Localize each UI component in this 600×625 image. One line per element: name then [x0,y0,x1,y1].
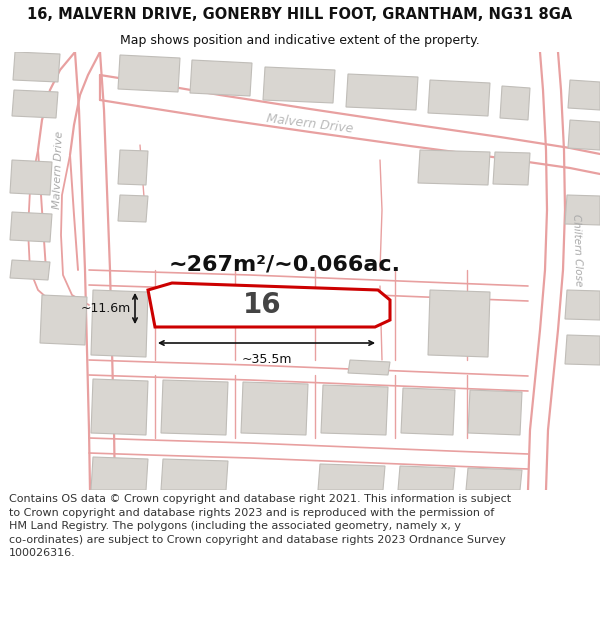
Polygon shape [190,60,252,96]
Polygon shape [401,388,455,435]
Polygon shape [321,385,388,435]
Polygon shape [500,86,530,120]
Polygon shape [118,195,148,222]
Text: ~35.5m: ~35.5m [241,353,292,366]
Polygon shape [565,195,600,225]
Polygon shape [13,52,60,82]
Polygon shape [346,74,418,110]
Polygon shape [118,150,148,185]
Polygon shape [161,380,228,435]
Polygon shape [568,120,600,150]
Polygon shape [10,160,52,195]
Polygon shape [565,290,600,320]
Text: Malvern Drive: Malvern Drive [52,131,64,209]
Polygon shape [40,295,87,345]
Text: Chiltern Close: Chiltern Close [571,214,583,286]
Polygon shape [263,67,335,103]
Text: ~11.6m: ~11.6m [81,302,131,315]
Text: Malvern Drive: Malvern Drive [266,112,354,136]
Text: 16: 16 [243,291,282,319]
Polygon shape [568,80,600,110]
Polygon shape [398,466,455,490]
Polygon shape [91,379,148,435]
Polygon shape [348,360,390,375]
Text: Contains OS data © Crown copyright and database right 2021. This information is : Contains OS data © Crown copyright and d… [9,494,511,559]
Polygon shape [565,335,600,365]
Polygon shape [91,457,148,490]
Polygon shape [428,290,490,357]
Polygon shape [468,390,522,435]
Polygon shape [148,283,390,327]
Text: ~267m²/~0.066ac.: ~267m²/~0.066ac. [169,255,401,275]
Text: Map shows position and indicative extent of the property.: Map shows position and indicative extent… [120,34,480,47]
Polygon shape [493,152,530,185]
Polygon shape [91,290,148,357]
Polygon shape [241,382,308,435]
Polygon shape [318,464,385,490]
Polygon shape [118,55,180,92]
Polygon shape [466,468,522,490]
Polygon shape [161,459,228,490]
Polygon shape [12,90,58,118]
Polygon shape [10,260,50,280]
Polygon shape [10,212,52,242]
Polygon shape [428,80,490,116]
Polygon shape [418,150,490,185]
Text: 16, MALVERN DRIVE, GONERBY HILL FOOT, GRANTHAM, NG31 8GA: 16, MALVERN DRIVE, GONERBY HILL FOOT, GR… [28,7,572,22]
